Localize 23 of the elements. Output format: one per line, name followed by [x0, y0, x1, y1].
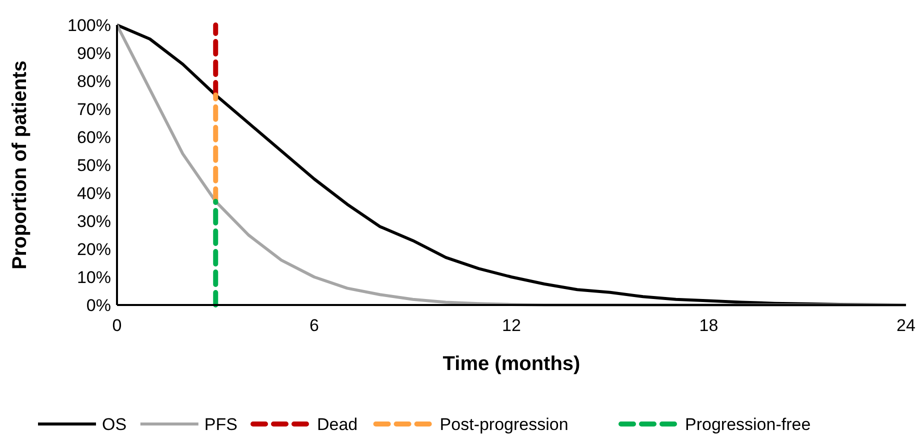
x-tick-label: 6 [310, 316, 319, 335]
x-tick-label: 24 [896, 316, 916, 335]
legend-label: OS [102, 415, 127, 434]
legend-label: PFS [204, 415, 238, 434]
y-tick-label: 80% [76, 72, 111, 91]
y-tick-label: 60% [76, 128, 111, 147]
legend-label: Dead [317, 415, 358, 434]
x-tick-label: 12 [502, 316, 521, 335]
y-tick-label: 30% [76, 212, 111, 231]
x-tick-label: 18 [699, 316, 718, 335]
y-tick-label: 90% [76, 44, 111, 63]
y-axis-title: Proportion of patients [9, 60, 31, 270]
y-tick-label: 40% [76, 184, 111, 203]
y-tick-label: 100% [68, 16, 111, 35]
y-tick-label: 70% [76, 100, 111, 119]
y-tick-label: 10% [76, 268, 111, 287]
legend-label: Progression-free [685, 415, 811, 434]
x-axis-title: Time (months) [442, 353, 580, 375]
y-tick-label: 0% [86, 296, 111, 315]
legend-label: Post-progression [440, 415, 568, 434]
y-tick-label: 50% [76, 156, 111, 175]
x-tick-label: 0 [112, 316, 122, 335]
y-tick-label: 20% [76, 240, 111, 259]
